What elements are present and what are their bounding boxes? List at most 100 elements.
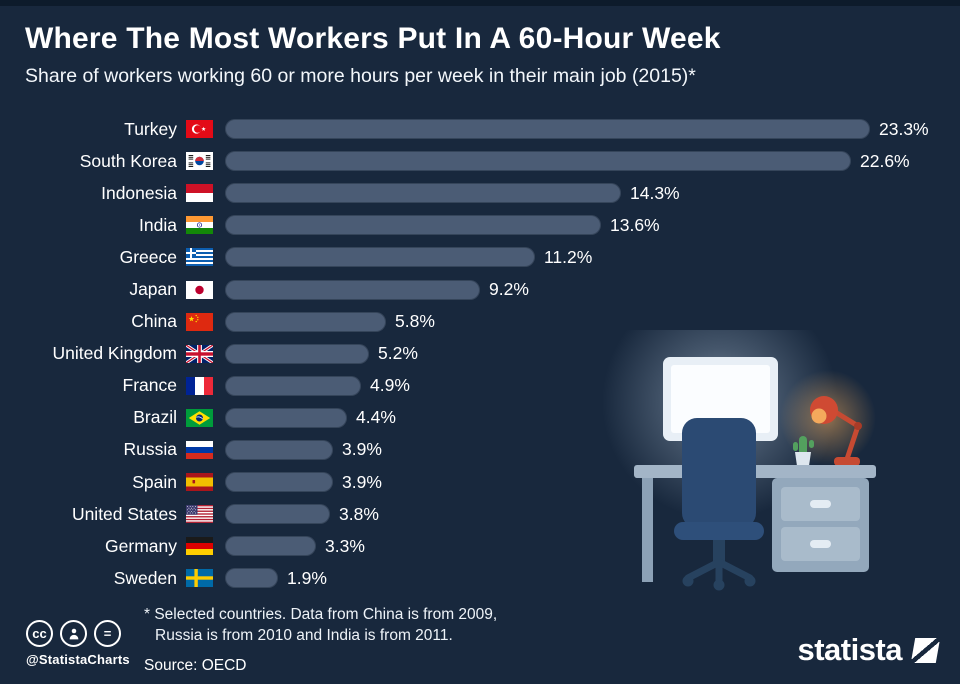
country-label: Brazil (133, 407, 177, 428)
chart-row: Turkey 23.3% (25, 113, 929, 145)
flag-fr-icon (186, 376, 213, 395)
country-label: Indonesia (101, 182, 177, 203)
flag-in-icon (186, 216, 213, 235)
cc-icon: cc (26, 620, 53, 647)
statista-charts-handle: @StatistaCharts (26, 652, 130, 667)
value-label: 3.9% (342, 471, 382, 492)
flag-us-icon (186, 505, 213, 524)
value-label: 13.6% (610, 214, 660, 235)
country-label: China (131, 311, 177, 332)
bar-ru (225, 439, 333, 460)
flag-se-icon (186, 569, 213, 588)
chart-row: Spain 3.9% (25, 466, 929, 498)
chart-row: France 4.9% (25, 370, 929, 402)
chart-row: China 5.8% (25, 306, 929, 338)
chart-row: Greece 11.2% (25, 241, 929, 273)
desk-illustration (602, 330, 876, 591)
flag-es-icon (186, 473, 213, 492)
license-badges: cc = @StatistaCharts (26, 620, 130, 667)
drawer-unit-icon (772, 478, 869, 572)
footnote-line1: * Selected countries. Data from China is… (144, 606, 498, 623)
chart-row: United States 3.8% (25, 498, 929, 530)
chart-row: South Korea 22.6% (25, 145, 929, 177)
value-label: 22.6% (860, 150, 910, 171)
header: Where The Most Workers Put In A 60-Hour … (25, 22, 721, 88)
chart-row: Sweden 1.9% (25, 562, 929, 594)
bar-jp (225, 279, 480, 300)
country-label: Sweden (113, 567, 177, 588)
country-label: United States (71, 503, 177, 524)
country-label: Germany (105, 535, 177, 556)
country-label: United Kingdom (52, 343, 177, 364)
flag-ru-icon (186, 440, 213, 459)
bar-cn (225, 311, 386, 332)
bar-tr (225, 119, 870, 140)
statista-logo: statista (797, 632, 941, 668)
country-label: India (139, 214, 177, 235)
country-label: South Korea (79, 150, 177, 171)
flag-br-icon (186, 408, 213, 427)
chart-row: Russia 3.9% (25, 434, 929, 466)
value-label: 3.3% (325, 535, 365, 556)
flag-gb-icon (186, 344, 213, 363)
nd-icon-label: = (103, 626, 112, 641)
country-label: Russia (123, 439, 178, 460)
chart-subtitle: Share of workers working 60 or more hour… (25, 65, 696, 87)
lamp-icon (810, 396, 862, 466)
bar-fr (225, 375, 361, 396)
footnote-line2: Russia is from 2010 and India is from 20… (155, 627, 453, 644)
country-label: Turkey (124, 118, 177, 139)
value-label: 5.2% (378, 343, 418, 364)
statista-logo-mark-icon (910, 637, 941, 663)
value-label: 14.3% (630, 182, 680, 203)
chart-row: Germany 3.3% (25, 530, 929, 562)
value-label: 11.2% (544, 246, 593, 267)
country-label: Greece (119, 246, 177, 267)
plant-icon (793, 436, 814, 466)
footnotes: * Selected countries. Data from China is… (144, 606, 497, 675)
bar-gb (225, 343, 369, 364)
value-label: 4.9% (370, 375, 410, 396)
top-strip (0, 0, 960, 6)
chart-row: Brazil 4.4% (25, 402, 929, 434)
cc-icon-label: cc (32, 626, 47, 641)
no-derivatives-icon: = (94, 620, 121, 647)
flag-kr-icon (186, 152, 213, 171)
bar-gr (225, 247, 535, 268)
chart-rows: Turkey 23.3% South Korea 22.6% Indonesia 14.3… (25, 113, 929, 594)
chart-row: Indonesia 14.3% (25, 177, 929, 209)
bar-es (225, 472, 333, 493)
bar-se (225, 568, 278, 589)
country-label: Japan (129, 279, 177, 300)
bar-id (225, 183, 621, 204)
country-label: Spain (132, 471, 177, 492)
statista-wordmark: statista (797, 632, 902, 667)
bar-kr (225, 151, 851, 172)
value-label: 9.2% (489, 279, 529, 300)
flag-id-icon (186, 184, 213, 203)
bar-de (225, 536, 316, 557)
chart-row: Japan 9.2% (25, 273, 929, 305)
flag-gr-icon (186, 248, 213, 267)
value-label: 3.8% (339, 503, 379, 524)
flag-tr-icon (186, 120, 213, 139)
value-label: 23.3% (879, 118, 929, 139)
chart-row: United Kingdom 5.2% (25, 338, 929, 370)
value-label: 4.4% (356, 407, 396, 428)
flag-de-icon (186, 537, 213, 556)
bar-us (225, 504, 330, 525)
country-label: France (122, 375, 177, 396)
attribution-icon (60, 620, 87, 647)
source: Source: OECD (144, 657, 247, 674)
value-label: 5.8% (395, 311, 435, 332)
chart-row: India 13.6% (25, 209, 929, 241)
value-label: 1.9% (287, 567, 327, 588)
bar-in (225, 215, 601, 236)
chart-title: Where The Most Workers Put In A 60-Hour … (25, 22, 721, 55)
bar-chart: Turkey 23.3% South Korea 22.6% Indonesia 14.3… (25, 113, 929, 594)
bar-br (225, 407, 347, 428)
chair-icon (674, 418, 764, 591)
flag-cn-icon (186, 312, 213, 331)
flag-jp-icon (186, 280, 213, 299)
